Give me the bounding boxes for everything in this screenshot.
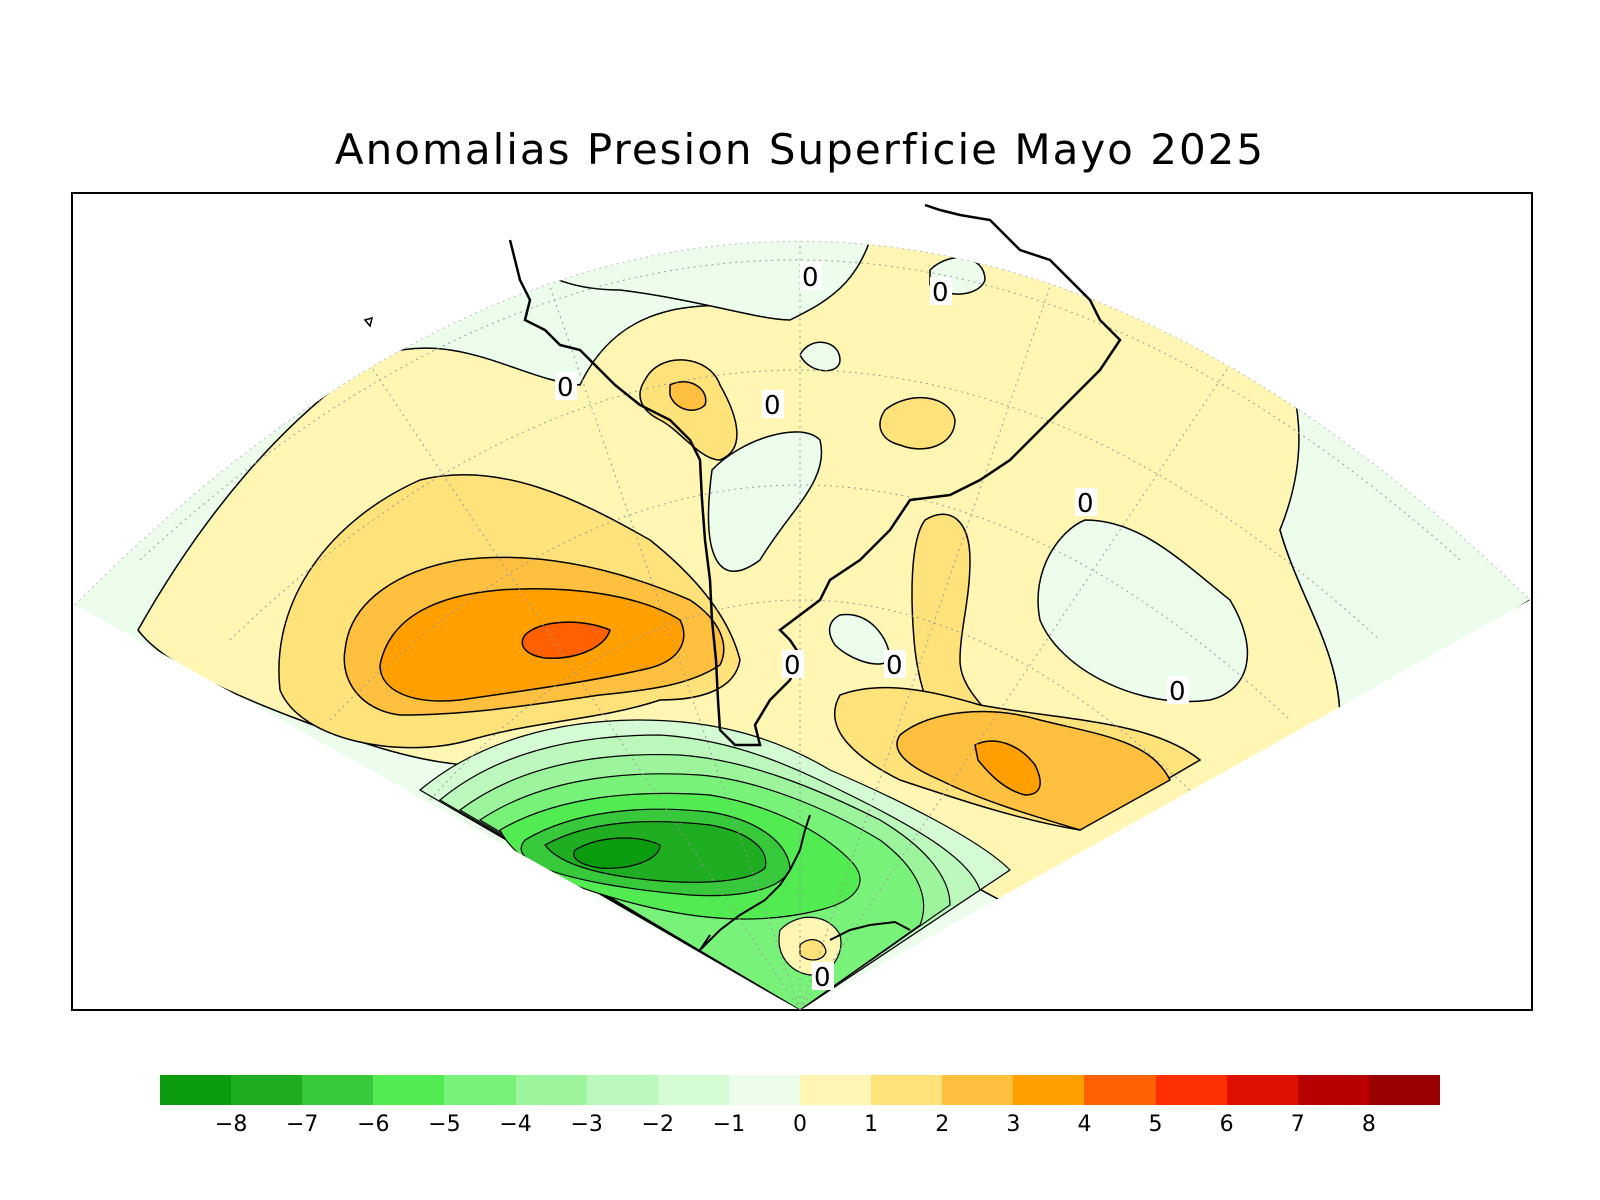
colorbar-tick-labels: −8 −7 −6 −5 −4 −3 −2 −1 0 1 2 3 4 5 6 7 8 bbox=[0, 1112, 1600, 1142]
colorbar-tick-label: −1 bbox=[712, 1112, 746, 1137]
map-fill-layer bbox=[75, 241, 1530, 1010]
colorbar-swatch bbox=[373, 1075, 445, 1105]
colorbar-swatch bbox=[515, 1075, 587, 1105]
contour-label: 0 bbox=[802, 263, 819, 293]
colorbar-tick-label: −6 bbox=[357, 1112, 390, 1137]
colorbar-tick-label: 5 bbox=[1148, 1112, 1163, 1137]
contour-label: 0 bbox=[886, 651, 903, 681]
colorbar-tick-label: −3 bbox=[570, 1112, 603, 1137]
colorbar-tick-label: −2 bbox=[641, 1112, 674, 1137]
colorbar-swatch bbox=[657, 1075, 729, 1105]
colorbar-swatch bbox=[1297, 1075, 1369, 1105]
colorbar-tick-label: 6 bbox=[1219, 1112, 1234, 1137]
colorbar-tick-label: 2 bbox=[935, 1112, 950, 1137]
contour-labels: 0 0 0 0 0 0 0 0 0 bbox=[555, 262, 1189, 993]
colorbar-tick-label: 7 bbox=[1290, 1112, 1305, 1137]
colorbar bbox=[160, 1075, 1440, 1105]
colorbar-tick-label: 4 bbox=[1077, 1112, 1092, 1137]
map-boundary bbox=[74, 240, 1531, 606]
contour-label: 0 bbox=[1077, 489, 1094, 519]
colorbar-tick-label: 1 bbox=[864, 1112, 879, 1137]
antarctic-coastline bbox=[699, 814, 911, 951]
colorbar-swatch bbox=[1084, 1075, 1156, 1105]
contour-label: 0 bbox=[764, 391, 781, 421]
colorbar-swatch bbox=[799, 1075, 872, 1105]
colorbar-swatch bbox=[942, 1075, 1014, 1105]
colorbar-swatch bbox=[1226, 1075, 1298, 1105]
colorbar-tick-label: −4 bbox=[499, 1112, 532, 1137]
colorbar-swatch bbox=[1013, 1075, 1085, 1105]
colorbar-swatch bbox=[231, 1075, 303, 1105]
colorbar-tick-label: −7 bbox=[286, 1112, 319, 1137]
colorbar-tick-label: 0 bbox=[793, 1112, 807, 1137]
colorbar-swatch bbox=[444, 1075, 516, 1105]
colorbar-tick-label: 3 bbox=[1006, 1112, 1021, 1137]
map-title: Anomalias Presion Superficie Mayo 2025 bbox=[334, 125, 1266, 174]
contour-label: 0 bbox=[932, 278, 949, 308]
colorbar-swatch bbox=[302, 1075, 374, 1105]
graticule bbox=[139, 241, 1461, 1010]
colorbar-swatch bbox=[586, 1075, 658, 1105]
colorbar-swatch bbox=[1155, 1075, 1227, 1105]
colorbar-tick-label: −8 bbox=[214, 1112, 248, 1137]
colorbar-tick-label: 8 bbox=[1361, 1112, 1376, 1137]
colorbar-swatch bbox=[1368, 1075, 1440, 1105]
colorbar-swatch bbox=[728, 1075, 800, 1105]
contour-label: 0 bbox=[784, 651, 801, 681]
map-frame bbox=[71, 192, 1533, 1011]
colorbar-swatch bbox=[160, 1075, 232, 1105]
contour-label: 0 bbox=[557, 373, 574, 403]
contour-label: 0 bbox=[814, 963, 831, 993]
contour-label: 0 bbox=[1169, 677, 1186, 707]
colorbar-swatch bbox=[871, 1075, 943, 1105]
colorbar-tick-label: −5 bbox=[428, 1112, 461, 1137]
